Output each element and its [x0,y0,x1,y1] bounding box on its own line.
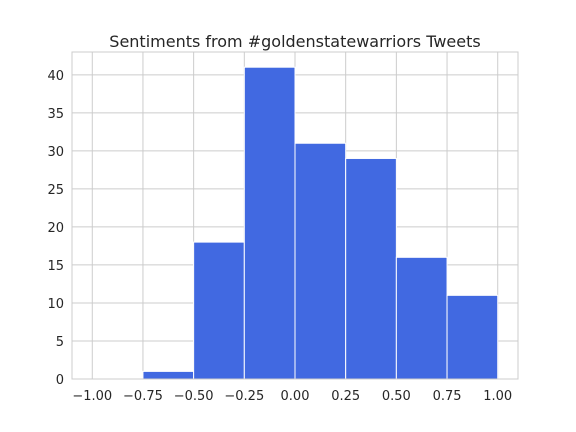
chart-title: Sentiments from #goldenstatewarriors Twe… [109,32,480,51]
x-tick-label: −1.00 [72,389,112,404]
histogram-bar [345,157,397,380]
y-tick-label: 0 [56,373,64,388]
histogram-bar [142,370,195,380]
y-tick-label: 15 [47,259,64,274]
y-axis-ticks: 0 5 10 15 20 25 30 35 40 [47,69,64,388]
plot-frame [71,51,519,380]
histogram-bar [294,142,347,380]
y-tick-label: 25 [47,183,64,198]
x-tick-label: −0.50 [174,389,214,404]
histogram-bar [395,256,448,380]
y-tick-label: 20 [47,221,64,236]
y-tick-label: 5 [56,335,64,350]
x-tick-label: −0.25 [224,389,264,404]
y-tick-label: 40 [47,69,64,84]
x-axis-ticks: −1.00 −0.75 −0.50 −0.25 0.00 0.25 0.50 0.75 1.00 [72,389,512,404]
x-tick-label: 0.25 [331,389,360,404]
x-tick-label: −0.75 [123,389,163,404]
y-tick-label: 30 [47,145,64,160]
histogram-bar [243,66,296,380]
x-tick-label: 0.75 [433,389,462,404]
x-tick-label: 0.00 [281,389,310,404]
histogram-bar [446,294,499,380]
x-tick-label: 1.00 [483,389,512,404]
histogram-bar [193,241,245,380]
y-tick-label: 35 [47,107,64,122]
bars [142,66,499,380]
x-tick-label: 0.50 [382,389,411,404]
y-tick-label: 10 [47,297,64,312]
